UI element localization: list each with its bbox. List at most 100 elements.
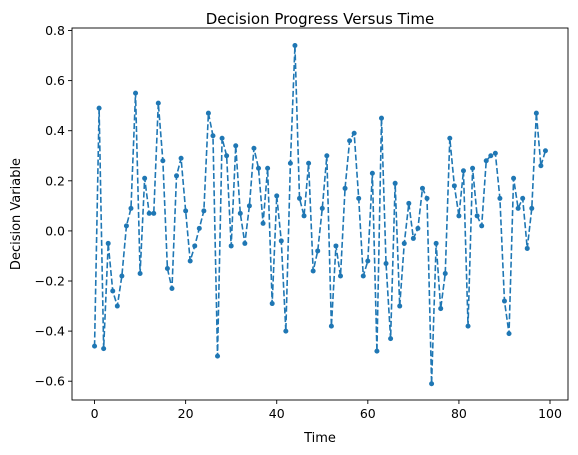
x-tick-label: 80 (451, 406, 467, 421)
data-point (378, 115, 384, 121)
data-point (274, 193, 280, 199)
data-point (447, 135, 453, 141)
data-point (187, 258, 193, 264)
data-point (465, 323, 471, 329)
data-point (297, 195, 302, 201)
data-point (155, 100, 161, 106)
data-point (151, 210, 157, 216)
data-point (374, 348, 380, 354)
data-point (210, 133, 216, 139)
data-point (328, 323, 334, 329)
y-tick-label: 0.0 (45, 223, 65, 238)
x-tick-label: 60 (360, 406, 376, 421)
data-point (511, 175, 517, 181)
data-point (101, 346, 107, 352)
data-point (110, 288, 116, 294)
data-point (142, 175, 148, 181)
data-point (224, 153, 230, 159)
data-point (174, 173, 180, 179)
x-tick-label: 100 (538, 406, 562, 421)
data-point (515, 205, 521, 211)
data-point (269, 301, 275, 307)
data-point (201, 208, 207, 214)
data-point (338, 273, 343, 279)
y-tick-label: −0.2 (35, 274, 65, 289)
data-point (506, 331, 512, 337)
chart-title: Decision Progress Versus Time (206, 10, 435, 28)
data-point (470, 165, 476, 171)
data-point (442, 270, 448, 276)
axes-frame (71, 27, 569, 401)
data-point (456, 213, 462, 219)
y-tick-label: 0.4 (45, 123, 65, 138)
data-point (429, 381, 435, 387)
data-point (524, 245, 530, 251)
data-point (260, 220, 266, 226)
data-point (246, 203, 252, 209)
data-point (424, 195, 430, 201)
data-point (438, 306, 444, 312)
plot-area (92, 43, 548, 387)
data-point (533, 110, 539, 116)
data-point (397, 303, 403, 309)
data-point (96, 105, 102, 111)
data-point (542, 148, 548, 154)
data-point (292, 43, 298, 49)
data-point (306, 160, 312, 166)
data-point (164, 265, 170, 271)
data-point (501, 298, 507, 304)
data-point (114, 303, 120, 309)
data-point (205, 110, 211, 116)
y-axis-title: Decision Variable (9, 158, 24, 270)
data-point (520, 195, 526, 201)
data-point (392, 180, 398, 186)
data-point (278, 238, 284, 244)
data-point (215, 353, 221, 359)
y-tick-label: −0.4 (35, 324, 65, 339)
data-point (419, 185, 425, 191)
data-point (315, 248, 321, 254)
axis-ticks: 0 20 40 60 80 100 −0.6 −0.4 −0.2 0.0 0.2 0.4 0.6 0.8 (35, 23, 562, 421)
data-point (265, 165, 271, 171)
data-point (474, 213, 480, 219)
data-point (479, 223, 485, 229)
data-point (410, 235, 416, 241)
data-point (369, 170, 375, 176)
data-point (256, 165, 262, 171)
data-point (192, 243, 198, 249)
x-tick-label: 20 (178, 406, 194, 421)
data-point (460, 168, 466, 174)
data-point (160, 158, 166, 164)
data-point (324, 153, 330, 159)
data-point (488, 153, 494, 159)
x-tick-label: 40 (269, 406, 285, 421)
data-point (242, 240, 248, 246)
data-point (538, 163, 544, 169)
data-point (497, 195, 503, 201)
data-point (219, 135, 225, 141)
data-point (356, 195, 362, 201)
data-point (146, 210, 152, 216)
data-point (492, 150, 498, 156)
data-point (388, 336, 394, 342)
data-point (128, 205, 134, 211)
data-point (347, 138, 353, 144)
data-point (137, 270, 143, 276)
data-point (351, 130, 357, 136)
x-axis-title: Time (303, 431, 336, 446)
y-tick-label: 0.6 (45, 73, 65, 88)
data-point (228, 243, 234, 249)
data-point (196, 225, 202, 231)
data-point (237, 210, 243, 216)
y-tick-label: 0.2 (45, 173, 65, 188)
data-point (119, 273, 125, 279)
data-point (333, 243, 339, 249)
data-point (415, 225, 421, 231)
data-point (183, 208, 189, 214)
data-point (342, 185, 348, 191)
data-point (287, 160, 293, 166)
data-point (301, 213, 307, 219)
data-point (105, 240, 111, 246)
